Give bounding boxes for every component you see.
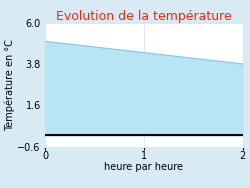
X-axis label: heure par heure: heure par heure [104, 162, 183, 172]
Title: Evolution de la température: Evolution de la température [56, 10, 232, 23]
Y-axis label: Température en °C: Température en °C [4, 39, 15, 130]
